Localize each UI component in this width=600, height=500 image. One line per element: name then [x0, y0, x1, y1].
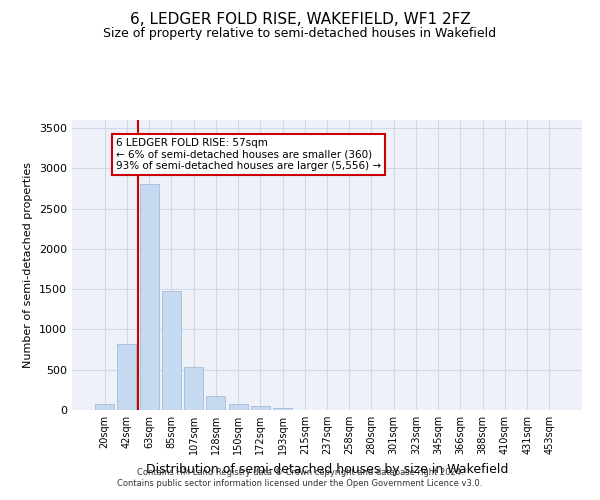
Text: Size of property relative to semi-detached houses in Wakefield: Size of property relative to semi-detach… [103, 28, 497, 40]
Text: 6 LEDGER FOLD RISE: 57sqm
← 6% of semi-detached houses are smaller (360)
93% of : 6 LEDGER FOLD RISE: 57sqm ← 6% of semi-d… [116, 138, 381, 171]
Bar [184, 366, 203, 410]
Bar [95, 404, 114, 410]
Bar [140, 184, 158, 410]
Text: Contains HM Land Registry data © Crown copyright and database right 2024.
Contai: Contains HM Land Registry data © Crown c… [118, 468, 482, 487]
Bar [206, 396, 225, 410]
Bar [251, 406, 270, 410]
X-axis label: Distribution of semi-detached houses by size in Wakefield: Distribution of semi-detached houses by … [146, 462, 508, 475]
Y-axis label: Number of semi-detached properties: Number of semi-detached properties [23, 162, 34, 368]
Text: 6, LEDGER FOLD RISE, WAKEFIELD, WF1 2FZ: 6, LEDGER FOLD RISE, WAKEFIELD, WF1 2FZ [130, 12, 470, 28]
Bar [273, 408, 292, 410]
Bar [162, 291, 181, 410]
Bar [229, 404, 248, 410]
Bar [118, 344, 136, 410]
